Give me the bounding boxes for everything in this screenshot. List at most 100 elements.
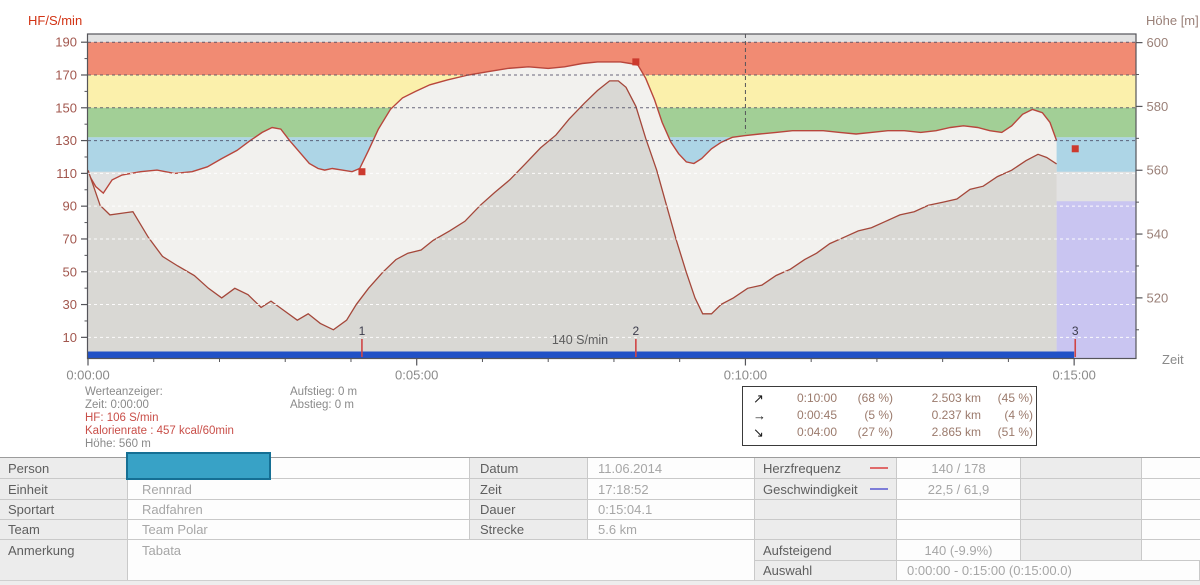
svg-text:90: 90: [63, 199, 77, 214]
descent-value: Abstieg: 0 m: [290, 399, 354, 411]
axes: 10 30 50 70 90 110 130 150 170 190 520 540 560 580 600…: [55, 35, 1168, 383]
trend-flat-icon: →: [753, 408, 766, 423]
speed-bar: [88, 351, 1075, 359]
trend-up-icon: ↗: [753, 391, 764, 406]
value-indicator-time: Zeit: 0:00:00: [85, 399, 149, 411]
svg-text:540: 540: [1147, 227, 1169, 242]
geschwindigkeit-value[interactable]: 22,5 / 61,9: [897, 479, 1021, 500]
value-indicator-altitude: Höhe: 560 m: [85, 438, 151, 450]
einheit-value[interactable]: Rennrad: [128, 479, 470, 500]
svg-text:170: 170: [55, 67, 77, 82]
herzfrequenz-value[interactable]: 140 / 178: [897, 458, 1021, 479]
strecke-label: Strecke: [470, 520, 588, 540]
altitude-curve: [87, 80, 1057, 359]
team-label: Team: [0, 520, 128, 540]
svg-text:3: 3: [1072, 324, 1079, 338]
svg-text:70: 70: [63, 231, 77, 246]
svg-text:110: 110: [56, 166, 77, 181]
lap-summary-row: ↘ 0:04:00 (27 %) 2.865 km (51 %): [743, 424, 1036, 441]
svg-text:130: 130: [55, 133, 77, 148]
lap-time-pct: (27 %): [857, 425, 893, 439]
svg-text:1: 1: [359, 324, 366, 338]
datum-value[interactable]: 11.06.2014: [588, 458, 755, 479]
hf-line-swatch-icon: [870, 467, 888, 469]
ascent-descent-panel: Aufstieg: 0 m Abstieg: 0 m: [290, 386, 357, 412]
svg-text:30: 30: [63, 297, 77, 312]
empty-value-cell: [897, 520, 1021, 540]
value-indicator-calorierate: Kalorienrate : 457 kcal/60min: [85, 425, 234, 437]
empty-cell: [1021, 458, 1142, 479]
svg-text:560: 560: [1147, 163, 1169, 178]
trend-down-icon: ↘: [753, 425, 764, 440]
svg-text:520: 520: [1147, 290, 1169, 305]
empty-cell: [1021, 520, 1142, 540]
value-indicator-title: Werteanzeiger:: [85, 386, 163, 398]
empty-cell: [1142, 540, 1200, 561]
geschwindigkeit-label-text: Geschwindigkeit: [763, 481, 858, 497]
lap-time: 0:04:00: [796, 425, 837, 439]
gridlines: [88, 41, 1136, 338]
lap-time-pct: (68 %): [857, 391, 893, 405]
speed-line-swatch-icon: [870, 488, 888, 490]
lap-distance: 2.865 km: [931, 425, 981, 439]
empty-cell: [1021, 500, 1142, 520]
auswahl-value[interactable]: 0:00:00 - 0:15:00 (0:15:00.0): [897, 561, 1200, 581]
auswahl-label: Auswahl: [755, 561, 897, 581]
anmerkung-value[interactable]: Tabata: [128, 540, 755, 581]
anmerkung-label: Anmerkung: [0, 540, 128, 581]
sportart-value[interactable]: Radfahren: [128, 500, 470, 520]
zeit-value[interactable]: 17:18:52: [588, 479, 755, 500]
svg-text:190: 190: [55, 35, 77, 50]
lap-distance: 0.237 km: [931, 408, 981, 422]
empty-cell: [1021, 479, 1142, 500]
einheit-label: Einheit: [0, 479, 128, 500]
svg-text:0:00:00: 0:00:00: [66, 368, 109, 383]
value-indicator-panel: Werteanzeiger: Zeit: 0:00:00 HF: 106 S/m…: [85, 386, 234, 451]
hf-axis-title: HF/S/min: [28, 13, 83, 28]
herzfrequenz-label-text: Herzfrequenz: [763, 460, 842, 476]
empty-cell: [1021, 540, 1142, 561]
lap-summary-row: ↗ 0:10:00 (68 %) 2.503 km (45 %): [743, 390, 1036, 407]
time-axis-title: Zeit: [1162, 352, 1184, 367]
lap-distance-pct: (4 %): [1004, 408, 1033, 422]
lap-time: 0:10:00: [796, 391, 837, 405]
svg-text:0:10:00: 0:10:00: [724, 368, 767, 383]
lap-distance: 2.503 km: [931, 391, 981, 405]
lap-time: 0:00:45: [796, 408, 837, 422]
avg-hf-label: 140 S/min: [552, 333, 608, 347]
selection-overlay[interactable]: [1056, 201, 1136, 359]
zeit-label: Zeit: [470, 479, 588, 500]
strecke-value[interactable]: 5.6 km: [588, 520, 755, 540]
altitude-axis-title: Höhe [m]: [1146, 13, 1199, 28]
empty-cell: [1142, 479, 1200, 500]
ascent-value: Aufstieg: 0 m: [290, 386, 358, 398]
svg-text:0:15:00: 0:15:00: [1052, 368, 1095, 383]
lap-distance-pct: (45 %): [997, 391, 1033, 405]
svg-text:150: 150: [55, 100, 77, 115]
table-footer-strip: [0, 580, 1200, 585]
datum-label: Datum: [470, 458, 588, 479]
lap-markers: 1 2 3: [358, 58, 1079, 357]
aufsteigend-label: Aufsteigend: [755, 540, 897, 561]
geschwindigkeit-label: Geschwindigkeit: [755, 479, 897, 500]
empty-label-cell: [755, 500, 897, 520]
lap-distance-pct: (51 %): [997, 425, 1033, 439]
person-label: Person: [0, 458, 128, 479]
training-curve-chart[interactable]: 10 30 50 70 90 110 130 150 170 190 520 540 560 580 600…: [0, 0, 1200, 455]
lap-summary-box: ↗ 0:10:00 (68 %) 2.503 km (45 %) → 0:00:…: [742, 386, 1037, 446]
herzfrequenz-label: Herzfrequenz: [755, 458, 897, 479]
svg-text:2: 2: [633, 324, 640, 338]
empty-cell: [1142, 500, 1200, 520]
plot-frame: [86, 33, 1137, 360]
empty-cell: [1142, 458, 1200, 479]
value-indicator-hf: HF: 106 S/min: [85, 412, 159, 424]
team-value[interactable]: Team Polar: [128, 520, 470, 540]
empty-cell: [1142, 520, 1200, 540]
empty-label-cell: [755, 520, 897, 540]
dauer-value[interactable]: 0:15:04.1: [588, 500, 755, 520]
empty-value-cell: [897, 500, 1021, 520]
dauer-label: Dauer: [470, 500, 588, 520]
person-name-censor-overlay: [126, 452, 271, 480]
aufsteigend-value[interactable]: 140 (-9.9%): [897, 540, 1021, 561]
lap-time-pct: (5 %): [864, 408, 893, 422]
